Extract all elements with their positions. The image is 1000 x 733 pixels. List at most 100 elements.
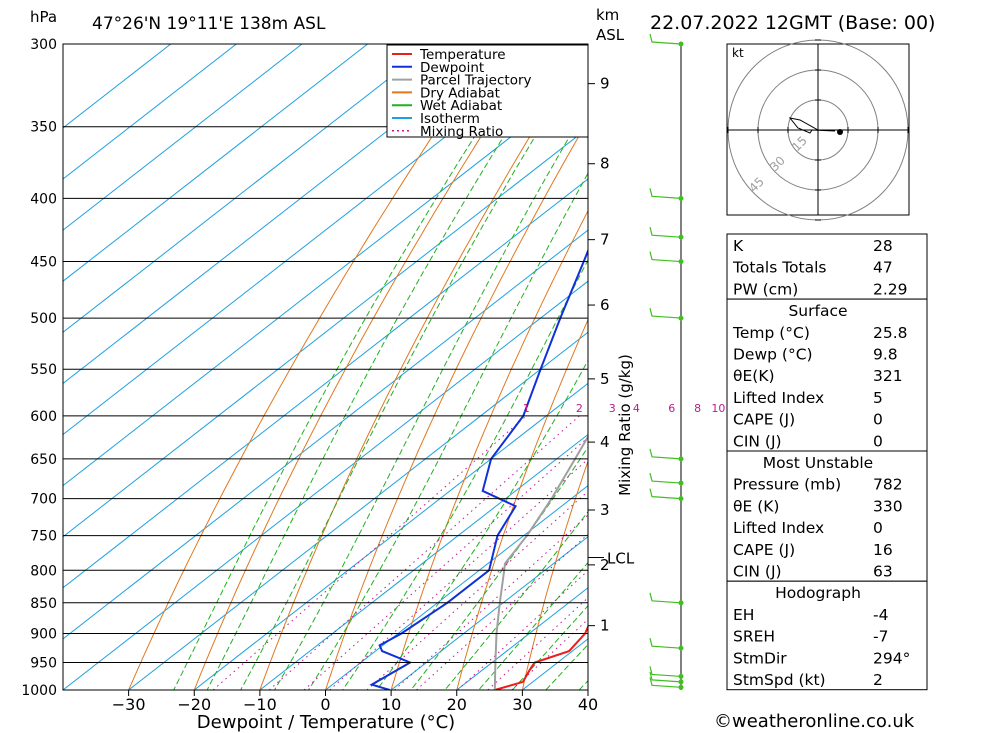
wet-adiabat-line bbox=[173, 44, 536, 690]
table-row-label: Totals Totals bbox=[732, 259, 826, 277]
table-row-label: CIN (J) bbox=[733, 563, 782, 581]
table-row-label: CAPE (J) bbox=[733, 411, 795, 429]
table-row-label: Pressure (mb) bbox=[733, 476, 841, 494]
parcel-trajectory-profile bbox=[493, 434, 588, 690]
table-row-label: Lifted Index bbox=[733, 389, 824, 407]
wet-adiabat-line bbox=[307, 172, 588, 690]
table-row-value: 2.29 bbox=[873, 280, 908, 298]
mixing-ratio-label: 4 bbox=[633, 402, 640, 415]
forecast-datetime: 22.07.2022 12GMT (Base: 00) bbox=[650, 12, 935, 34]
table-row-label: Dewp (°C) bbox=[733, 346, 813, 364]
footer-credit: ©weatheronline.co.uk bbox=[714, 711, 915, 732]
table-row-value: -4 bbox=[873, 606, 888, 624]
pressure-tick-label: 950 bbox=[30, 655, 57, 671]
km-tick-label: 6 bbox=[600, 296, 610, 314]
pressure-tick-label: 450 bbox=[30, 255, 57, 271]
pressure-tick-label: 700 bbox=[30, 492, 57, 508]
isotherm-line bbox=[63, 44, 172, 129]
pressure-tick-label: 750 bbox=[30, 529, 57, 545]
km-tick-label: 9 bbox=[600, 75, 610, 93]
table-row-label: CAPE (J) bbox=[733, 541, 795, 559]
legend-label: Dry Adiabat bbox=[420, 85, 500, 101]
km-tick-label: 3 bbox=[600, 501, 610, 519]
temp-tick-label: 10 bbox=[381, 695, 401, 714]
temp-tick-label: 40 bbox=[578, 695, 598, 714]
asl-label: ASL bbox=[596, 26, 625, 44]
hodograph-unit: kt bbox=[732, 46, 744, 60]
table-row-value: 0 bbox=[873, 519, 883, 537]
mixing-ratio-line bbox=[511, 618, 588, 690]
km-tick-label: 8 bbox=[600, 155, 610, 173]
lcl-label: LCL bbox=[607, 550, 635, 568]
table-row-label: Temp (°C) bbox=[732, 324, 810, 342]
wind-barb bbox=[649, 227, 682, 238]
table-row-value: 5 bbox=[873, 389, 883, 407]
profiles bbox=[369, 248, 588, 690]
table-box bbox=[726, 580, 928, 691]
wind-barb bbox=[649, 638, 682, 649]
wind-barb bbox=[649, 448, 682, 460]
temp-tick-label: 0 bbox=[320, 695, 330, 714]
table-row-label: EH bbox=[733, 606, 754, 624]
pressure-tick-label: 400 bbox=[30, 191, 57, 207]
legend-label: Mixing Ratio bbox=[420, 124, 503, 140]
table-row-value: 47 bbox=[873, 259, 893, 277]
indices-table: K 28 Totals Totals 47 PW (cm) 2.29 Surface Temp… bbox=[726, 233, 928, 691]
isotherm-line bbox=[325, 484, 588, 690]
table-box bbox=[726, 450, 928, 582]
pressure-tick-label: 300 bbox=[30, 37, 57, 53]
km-tick-label: 4 bbox=[600, 433, 610, 451]
table-row-value: 9.8 bbox=[873, 346, 898, 364]
wind-barb bbox=[649, 33, 682, 45]
isotherm-line bbox=[63, 44, 369, 282]
wind-barb bbox=[649, 677, 682, 688]
km-tick-label: 5 bbox=[600, 370, 610, 388]
wind-barb bbox=[649, 251, 682, 263]
table-row-value: 28 bbox=[873, 237, 893, 255]
mixing-ratio-label: 3 bbox=[609, 402, 616, 415]
pressure-tick-label: 650 bbox=[30, 452, 57, 468]
mixing-ratio-line bbox=[487, 597, 588, 690]
storm-motion-dot bbox=[837, 129, 843, 135]
table-row-value: 330 bbox=[873, 497, 903, 515]
wind-barb bbox=[649, 666, 682, 678]
mixing-ratio-line bbox=[303, 436, 588, 690]
legend-label: Temperature bbox=[419, 47, 506, 63]
mixing-ratio-label: 6 bbox=[668, 402, 675, 415]
table-row-label: CIN (J) bbox=[733, 432, 782, 450]
mixing-ratio-line bbox=[416, 533, 588, 690]
mixing-ratio-line bbox=[212, 415, 527, 690]
isotherm-line bbox=[63, 44, 238, 180]
table-section-title: Most Unstable bbox=[763, 454, 873, 472]
temp-tick-label: 30 bbox=[512, 695, 532, 714]
isotherm-line bbox=[63, 44, 303, 231]
mixing-ratio-label: 10 bbox=[711, 402, 725, 415]
isotherm-line bbox=[259, 433, 588, 690]
axes: 3003504004505005506006507007508008509009… bbox=[21, 37, 815, 714]
table-row-label: Lifted Index bbox=[733, 519, 824, 537]
table-row-label: PW (cm) bbox=[733, 280, 798, 298]
x-axis-label: Dewpoint / Temperature (°C) bbox=[197, 712, 455, 733]
hodograph-trace bbox=[788, 117, 836, 134]
pressure-tick-label: 800 bbox=[30, 563, 57, 579]
station-location: 47°26'N 19°11'E 138m ASL bbox=[92, 14, 326, 34]
pressure-tick-label: 550 bbox=[30, 362, 57, 378]
pressure-tick-label: 500 bbox=[30, 311, 57, 327]
wind-barb bbox=[649, 488, 682, 500]
table-row-label: K bbox=[733, 237, 744, 255]
table-row-value: 321 bbox=[873, 367, 903, 385]
temp-tick-label: 20 bbox=[447, 695, 467, 714]
temp-tick-label: −20 bbox=[177, 695, 211, 714]
wind-barb bbox=[649, 307, 682, 319]
temperature-profile bbox=[494, 624, 588, 690]
legend-label: Parcel Trajectory bbox=[420, 73, 532, 89]
legend-label: Wet Adiabat bbox=[420, 98, 502, 114]
table-row-value: 0 bbox=[873, 411, 883, 429]
table-section-title: Hodograph bbox=[775, 584, 861, 602]
legend-label: Isotherm bbox=[420, 111, 480, 127]
table-row-value: 0 bbox=[873, 432, 883, 450]
table-row-label: θE(K) bbox=[733, 367, 775, 385]
mixing-ratio-label: 2 bbox=[576, 402, 583, 415]
